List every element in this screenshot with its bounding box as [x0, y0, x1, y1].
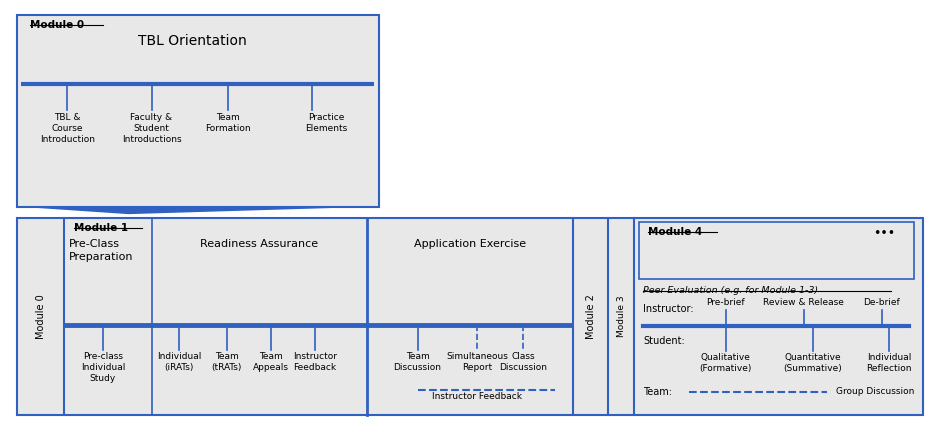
Text: Team
Formation: Team Formation [205, 113, 251, 133]
Text: Pre-class
Individual
Study: Pre-class Individual Study [80, 352, 125, 383]
Text: Quantitative
(Summative): Quantitative (Summative) [783, 353, 842, 373]
Text: •••: ••• [873, 227, 896, 240]
Text: Individual
(iRATs): Individual (iRATs) [157, 352, 201, 372]
Bar [17, 218, 923, 415]
Text: Instructor:: Instructor: [643, 304, 694, 314]
Text: Pre-Class
Preparation: Pre-Class Preparation [69, 239, 134, 262]
Text: Individual
Reflection: Individual Reflection [867, 353, 912, 373]
Text: Application Exercise: Application Exercise [415, 239, 526, 249]
Text: Module 0: Module 0 [30, 20, 83, 30]
Text: Peer Evaluation (e.g. for Module 1-3): Peer Evaluation (e.g. for Module 1-3) [643, 286, 818, 295]
Text: Group Discussion: Group Discussion [836, 387, 914, 396]
Text: Team
(tRATs): Team (tRATs) [212, 352, 241, 372]
Text: Student:: Student: [643, 336, 685, 346]
Text: TBL Orientation: TBL Orientation [139, 34, 247, 48]
Text: Practice
Elements: Practice Elements [305, 113, 347, 133]
Text: De-brief: De-brief [863, 298, 900, 307]
Polygon shape [17, 206, 379, 214]
Text: Instructor
Feedback: Instructor Feedback [293, 352, 337, 372]
Text: Review & Release: Review & Release [763, 298, 844, 307]
Text: Module 2: Module 2 [586, 294, 596, 339]
Text: Pre-brief: Pre-brief [707, 298, 745, 307]
Text: Team
Discussion: Team Discussion [393, 352, 442, 372]
Text: Instructor Feedback: Instructor Feedback [432, 392, 522, 401]
Text: Team
Appeals: Team Appeals [253, 352, 289, 372]
Text: Faculty &
Student
Introductions: Faculty & Student Introductions [122, 113, 182, 144]
Text: Team:: Team: [643, 387, 672, 397]
Text: Class
Discussion: Class Discussion [499, 352, 547, 372]
Text: Qualitative
(Formative): Qualitative (Formative) [699, 353, 752, 373]
Text: Simultaneous
Report: Simultaneous Report [446, 352, 508, 372]
Text: Readiness Assurance: Readiness Assurance [200, 239, 318, 249]
Bar [17, 15, 379, 206]
Text: Module 3: Module 3 [617, 296, 625, 338]
Bar [638, 222, 914, 279]
Text: TBL &
Course
Introduction: TBL & Course Introduction [39, 113, 95, 144]
Text: Module 1: Module 1 [74, 223, 127, 233]
Text: Module 4: Module 4 [648, 227, 702, 237]
Text: Module 0: Module 0 [36, 294, 46, 339]
